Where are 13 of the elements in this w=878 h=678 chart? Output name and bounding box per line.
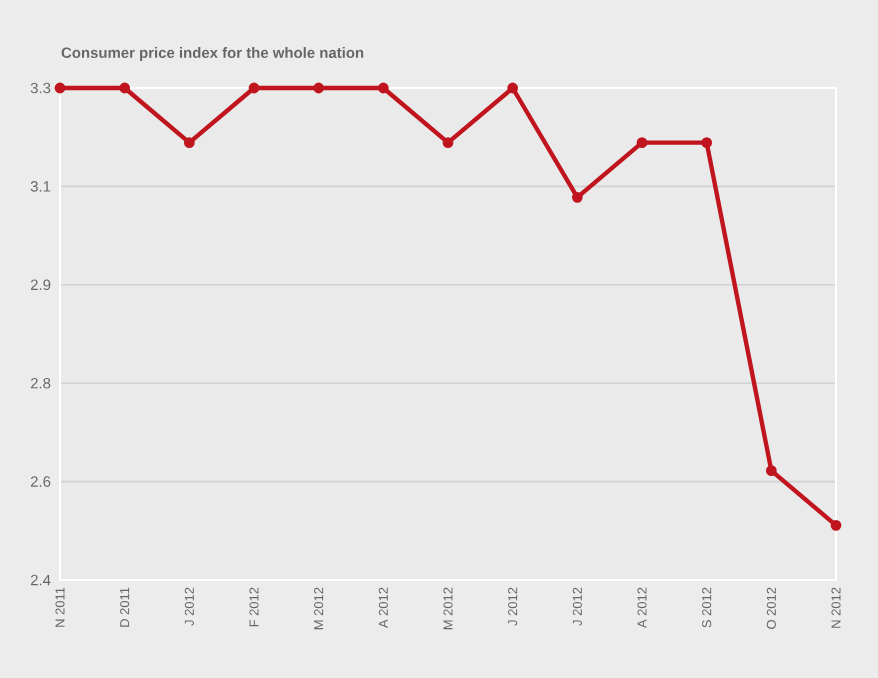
- point: [248, 82, 260, 94]
- point: [701, 137, 713, 149]
- point: [54, 82, 66, 94]
- point: [636, 137, 648, 149]
- point: [571, 191, 583, 203]
- point: [830, 519, 842, 531]
- point: [183, 137, 195, 149]
- point: [313, 82, 325, 94]
- point: [765, 465, 777, 477]
- point: [377, 82, 389, 94]
- point: [119, 82, 131, 94]
- point: [442, 137, 454, 149]
- point: [507, 82, 519, 94]
